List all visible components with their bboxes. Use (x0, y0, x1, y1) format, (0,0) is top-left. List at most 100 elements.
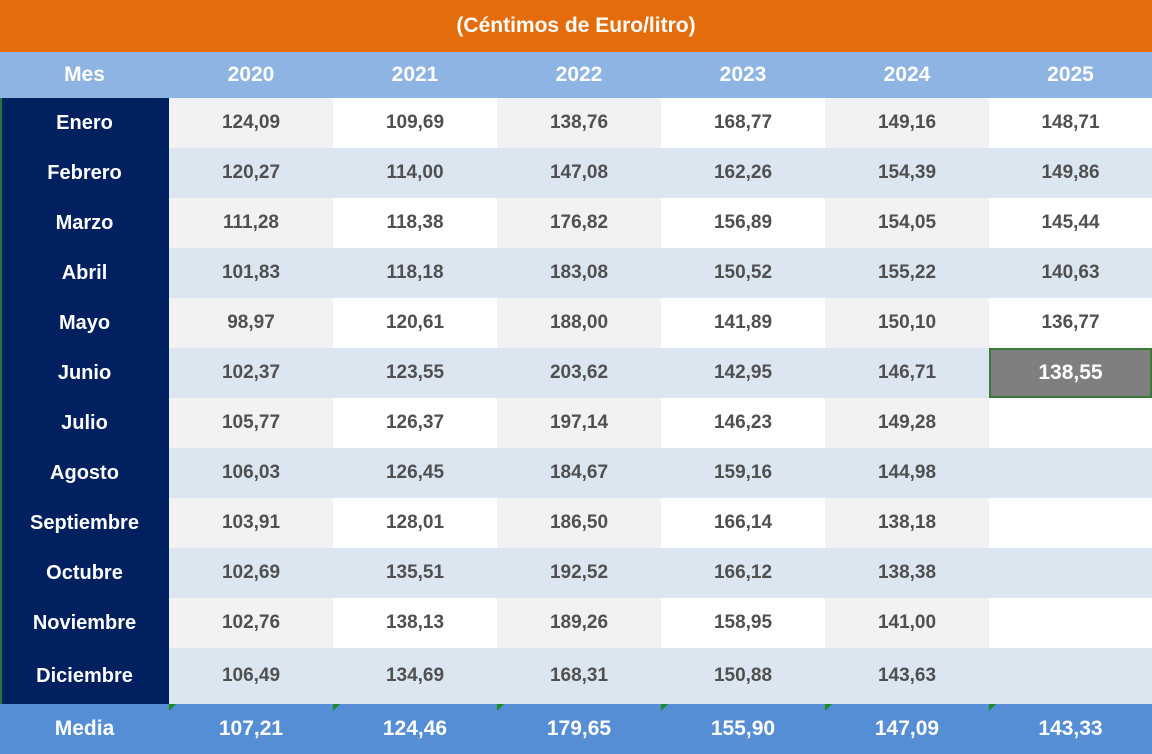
value-cell[interactable]: 141,00 (825, 598, 989, 648)
value-cell[interactable]: 135,51 (333, 548, 497, 598)
header-year-2024[interactable]: 2024 (883, 63, 931, 86)
value-cell[interactable]: 162,26 (661, 148, 825, 198)
value-cell[interactable]: 158,95 (661, 598, 825, 648)
header-year-2022[interactable]: 2022 (555, 63, 603, 86)
value-cell[interactable]: 146,71 (825, 348, 989, 398)
value-cell[interactable]: 140,63 (989, 248, 1152, 298)
value-cell[interactable]: 145,44 (989, 198, 1152, 248)
value-cell[interactable]: 98,97 (169, 298, 333, 348)
month-label[interactable]: Abril (61, 261, 108, 284)
value-cell[interactable]: 166,12 (661, 548, 825, 598)
value-cell[interactable]: 149,28 (825, 398, 989, 448)
value-cell[interactable]: 147,08 (497, 148, 661, 198)
value-cell[interactable]: 149,16 (825, 98, 989, 148)
value-cell[interactable]: 105,77 (169, 398, 333, 448)
average-2024[interactable]: 147,09 (825, 704, 989, 754)
month-label[interactable]: Febrero (47, 161, 122, 184)
value-cell[interactable]: 166,14 (661, 498, 825, 548)
value-cell[interactable]: 109,69 (333, 98, 497, 148)
value-cell[interactable]: 203,62 (497, 348, 661, 398)
value-cell[interactable]: 120,61 (333, 298, 497, 348)
value-cell[interactable]: 111,28 (169, 198, 333, 248)
value-cell[interactable]: 188,00 (497, 298, 661, 348)
value-cell[interactable]: 184,67 (497, 448, 661, 498)
month-label[interactable]: Mayo (58, 311, 111, 334)
value-cell[interactable]: 176,82 (497, 198, 661, 248)
value-cell[interactable] (989, 648, 1152, 704)
value-cell[interactable] (989, 398, 1152, 448)
average-2021[interactable]: 124,46 (333, 704, 497, 754)
average-label[interactable]: Media (54, 717, 115, 740)
value-cell[interactable]: 183,08 (497, 248, 661, 298)
value-cell[interactable] (989, 598, 1152, 648)
value-cell[interactable]: 168,31 (497, 648, 661, 704)
header-year-2025[interactable]: 2025 (1047, 63, 1094, 86)
header-year-2021[interactable]: 2021 (391, 63, 439, 86)
value-cell[interactable]: 149,86 (989, 148, 1152, 198)
value-cell[interactable]: 126,45 (333, 448, 497, 498)
value-cell[interactable]: 138,38 (825, 548, 989, 598)
value-cell[interactable]: 150,52 (661, 248, 825, 298)
month-label[interactable]: Enero (56, 111, 113, 134)
value-cell[interactable]: 148,71 (989, 98, 1152, 148)
value-cell[interactable]: 101,83 (169, 248, 333, 298)
value-cell[interactable]: 134,69 (333, 648, 497, 704)
month-label[interactable]: Julio (61, 411, 108, 434)
value-cell[interactable]: 120,27 (169, 148, 333, 198)
selected-cell[interactable]: 138,55 (989, 348, 1152, 398)
average-2022[interactable]: 179,65 (497, 704, 661, 754)
value-cell[interactable]: 124,09 (169, 98, 333, 148)
value-cell[interactable]: 123,55 (333, 348, 497, 398)
value-cell[interactable]: 159,16 (661, 448, 825, 498)
table-row: Diciembre 106,49 134,69 168,31 150,88 143,63 (0, 648, 1152, 704)
value-cell[interactable]: 144,98 (825, 448, 989, 498)
value-cell[interactable]: 168,77 (661, 98, 825, 148)
value-cell[interactable]: 197,14 (497, 398, 661, 448)
value-cell[interactable]: 106,03 (169, 448, 333, 498)
value-cell[interactable]: 143,63 (825, 648, 989, 704)
month-label[interactable]: Noviembre (32, 611, 137, 634)
header-year-2023[interactable]: 2023 (719, 63, 767, 86)
value-cell[interactable]: 138,76 (497, 98, 661, 148)
month-label[interactable]: Septiembre (30, 511, 139, 534)
value-cell[interactable]: 150,10 (825, 298, 989, 348)
value-cell[interactable]: 186,50 (497, 498, 661, 548)
average-2025[interactable]: 143,33 (989, 704, 1152, 754)
value-cell[interactable]: 146,23 (661, 398, 825, 448)
value-cell[interactable]: 154,05 (825, 198, 989, 248)
month-label[interactable]: Marzo (55, 211, 114, 234)
value-cell[interactable]: 150,88 (661, 648, 825, 704)
value-cell[interactable]: 103,91 (169, 498, 333, 548)
value-cell[interactable] (989, 548, 1152, 598)
value-cell[interactable]: 106,49 (169, 648, 333, 704)
header-month-label[interactable]: Mes (64, 63, 105, 86)
value-cell[interactable]: 136,77 (989, 298, 1152, 348)
value-cell[interactable]: 156,89 (661, 198, 825, 248)
average-2020[interactable]: 107,21 (169, 704, 333, 754)
value-cell[interactable] (989, 448, 1152, 498)
value-cell[interactable]: 189,26 (497, 598, 661, 648)
month-label[interactable]: Agosto (50, 461, 119, 484)
value-cell[interactable]: 118,38 (333, 198, 497, 248)
value-cell[interactable]: 141,89 (661, 298, 825, 348)
value-cell[interactable]: 154,39 (825, 148, 989, 198)
value-cell[interactable]: 138,18 (825, 498, 989, 548)
value-cell[interactable]: 102,76 (169, 598, 333, 648)
month-label[interactable]: Diciembre (36, 664, 133, 687)
average-2023[interactable]: 155,90 (661, 704, 825, 754)
value-cell[interactable]: 192,52 (497, 548, 661, 598)
value-cell[interactable] (989, 498, 1152, 548)
value-cell[interactable]: 142,95 (661, 348, 825, 398)
value-cell[interactable]: 128,01 (333, 498, 497, 548)
value-cell[interactable]: 102,37 (169, 348, 333, 398)
value-cell[interactable]: 155,22 (825, 248, 989, 298)
value-cell[interactable]: 114,00 (333, 148, 497, 198)
value-cell[interactable]: 118,18 (333, 248, 497, 298)
value-cell[interactable]: 102,69 (169, 548, 333, 598)
header-year-2020[interactable]: 2020 (227, 63, 275, 86)
value-cell[interactable]: 138,13 (333, 598, 497, 648)
table-title: (Céntimos de Euro/litro) (0, 0, 1152, 52)
month-label[interactable]: Junio (57, 361, 112, 384)
month-label[interactable]: Octubre (46, 561, 123, 584)
value-cell[interactable]: 126,37 (333, 398, 497, 448)
